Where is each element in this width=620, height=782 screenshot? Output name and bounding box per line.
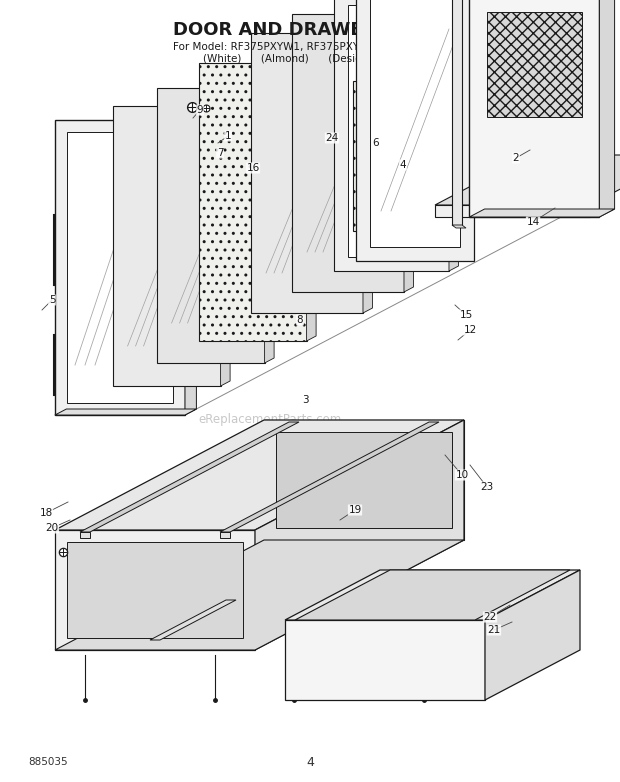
Text: (White)      (Almond)      (Designer White): (White) (Almond) (Designer White) <box>203 54 417 64</box>
Text: 21: 21 <box>487 625 500 635</box>
Polygon shape <box>80 532 90 538</box>
Polygon shape <box>449 0 459 271</box>
Polygon shape <box>435 205 590 217</box>
Polygon shape <box>55 409 197 415</box>
Text: 18: 18 <box>40 508 53 518</box>
Polygon shape <box>485 570 580 700</box>
Text: eReplacementParts.com: eReplacementParts.com <box>198 414 342 426</box>
Polygon shape <box>255 420 464 650</box>
Polygon shape <box>185 114 197 415</box>
Polygon shape <box>404 9 414 292</box>
Polygon shape <box>356 0 474 261</box>
Polygon shape <box>55 120 185 415</box>
Text: 22: 22 <box>484 612 497 622</box>
Polygon shape <box>113 106 221 386</box>
Text: 16: 16 <box>246 163 260 173</box>
Polygon shape <box>295 570 570 620</box>
Text: 885035: 885035 <box>28 757 68 767</box>
Polygon shape <box>435 155 620 205</box>
Polygon shape <box>198 63 307 341</box>
Text: 10: 10 <box>456 470 469 480</box>
Polygon shape <box>80 422 299 532</box>
Text: 8: 8 <box>297 315 303 325</box>
Text: 4: 4 <box>400 160 406 170</box>
Text: 23: 23 <box>480 482 494 492</box>
Polygon shape <box>157 88 265 363</box>
Text: 5: 5 <box>49 295 55 305</box>
Polygon shape <box>600 0 614 217</box>
Polygon shape <box>334 0 449 271</box>
Text: 2: 2 <box>513 153 520 163</box>
Polygon shape <box>469 0 600 217</box>
Text: 4: 4 <box>306 755 314 769</box>
Polygon shape <box>265 83 274 363</box>
Text: 19: 19 <box>348 505 361 515</box>
Text: 3: 3 <box>302 395 308 405</box>
Text: 24: 24 <box>326 133 339 143</box>
Text: 20: 20 <box>45 523 58 533</box>
Polygon shape <box>55 540 464 650</box>
Polygon shape <box>67 132 173 403</box>
Polygon shape <box>276 432 452 528</box>
Text: DOOR AND DRAWER PARTS: DOOR AND DRAWER PARTS <box>174 21 446 39</box>
Polygon shape <box>469 209 614 217</box>
Polygon shape <box>55 420 464 530</box>
Polygon shape <box>220 422 439 532</box>
Text: 15: 15 <box>459 310 472 320</box>
Polygon shape <box>452 225 466 228</box>
Text: 7: 7 <box>216 148 223 158</box>
Text: 12: 12 <box>463 325 477 335</box>
Polygon shape <box>307 58 316 341</box>
Text: 14: 14 <box>526 217 539 227</box>
Polygon shape <box>353 81 374 231</box>
Polygon shape <box>264 420 464 540</box>
Text: 6: 6 <box>373 138 379 148</box>
Text: For Model: RF375PXYW1, RF375PXYN1, RF375PXYQ1: For Model: RF375PXYW1, RF375PXYN1, RF375… <box>173 42 447 52</box>
Polygon shape <box>292 14 404 292</box>
Text: 1: 1 <box>224 131 231 141</box>
Polygon shape <box>370 0 460 247</box>
Polygon shape <box>285 570 580 620</box>
Polygon shape <box>221 101 230 386</box>
Polygon shape <box>348 5 435 257</box>
Polygon shape <box>285 620 485 700</box>
Polygon shape <box>55 530 255 650</box>
Text: 9: 9 <box>197 105 203 115</box>
Polygon shape <box>220 532 230 538</box>
Polygon shape <box>363 28 373 313</box>
Polygon shape <box>530 155 620 167</box>
Polygon shape <box>67 542 243 638</box>
Polygon shape <box>150 600 236 640</box>
Polygon shape <box>251 33 363 313</box>
Polygon shape <box>373 100 387 165</box>
Polygon shape <box>487 12 582 117</box>
Polygon shape <box>452 0 462 225</box>
